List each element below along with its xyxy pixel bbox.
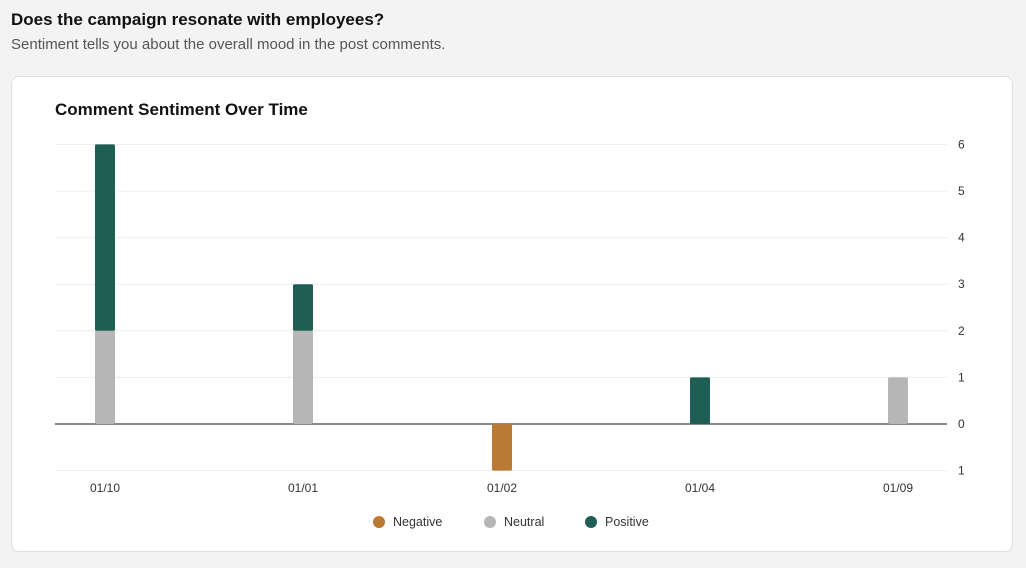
- x-tick-label: 01/10: [90, 481, 120, 495]
- y-tick-label: 3: [958, 277, 965, 291]
- legend-marker-neutral: [484, 516, 496, 528]
- x-tick-label: 01/02: [487, 481, 517, 495]
- section-subtitle: Sentiment tells you about the overall mo…: [11, 36, 446, 53]
- legend-marker-negative: [373, 516, 385, 528]
- bar-neutral: [293, 330, 313, 424]
- y-tick-label: 6: [958, 137, 965, 151]
- bar-positive: [95, 144, 115, 331]
- y-tick-label: 0: [958, 417, 965, 431]
- legend-label-positive: Positive: [605, 515, 649, 529]
- bar-neutral: [95, 330, 115, 424]
- bar-positive: [690, 377, 710, 424]
- sentiment-chart: 6 5 4 3 2 1 0 1 01/10 01/01 01/02 01/04 01/09 Negativ…: [55, 137, 965, 529]
- y-tick-label: 1: [958, 464, 965, 478]
- section-title: Does the campaign resonate with employee…: [11, 10, 385, 29]
- y-tick-label: 2: [958, 324, 965, 338]
- bar-positive: [293, 284, 313, 331]
- chart-title: Comment Sentiment Over Time: [55, 100, 308, 119]
- x-tick-label: 01/01: [288, 481, 318, 495]
- section-header: Does the campaign resonate with employee…: [11, 10, 445, 54]
- legend-label-neutral: Neutral: [504, 515, 544, 529]
- y-tick-label: 1: [958, 370, 965, 384]
- y-tick-label: 5: [958, 184, 965, 198]
- y-tick-label: 4: [958, 231, 965, 245]
- bar-neutral: [888, 377, 908, 424]
- chart-card: Comment Sentiment Over Time 6 5 4 3 2 1 0 1 01/1…: [11, 76, 1013, 552]
- legend-label-negative: Negative: [393, 515, 442, 529]
- legend-marker-positive: [585, 516, 597, 528]
- x-tick-label: 01/04: [685, 481, 715, 495]
- x-tick-label: 01/09: [883, 481, 913, 495]
- bar-negative: [492, 424, 512, 471]
